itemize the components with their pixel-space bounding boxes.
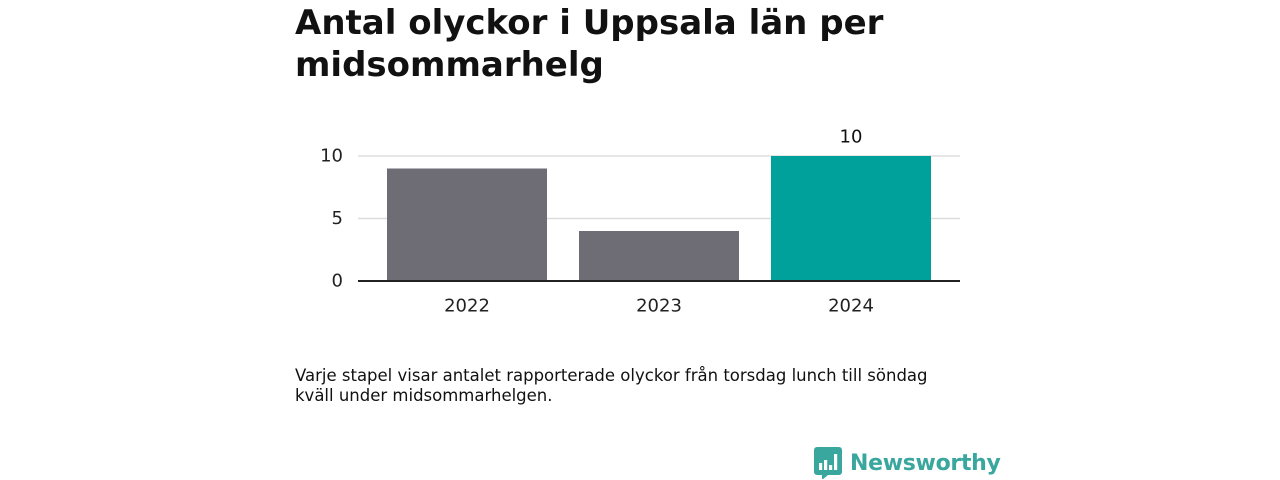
bar-2022 xyxy=(387,168,547,281)
bar-2024 xyxy=(771,156,931,281)
newsworthy-bar-chart-logo-icon xyxy=(814,447,842,479)
chart-caption: Varje stapel visar antalet rapporterade … xyxy=(295,366,928,405)
x-tick-label-2024: 2024 xyxy=(828,296,874,317)
chart-title: Antal olyckor i Uppsala län per midsomma… xyxy=(295,3,884,85)
x-tick-label-2022: 2022 xyxy=(444,296,490,317)
brand-name: Newsworthy xyxy=(850,450,1001,476)
bar-2023 xyxy=(579,231,739,281)
x-tick-label-2023: 2023 xyxy=(636,296,682,317)
y-tick-label-10: 10 xyxy=(320,146,343,167)
brand-footer: Newsworthy xyxy=(814,446,1001,480)
bar-chart: 0 5 10 2022 2023 2024 10 xyxy=(320,127,960,317)
data-label-2024: 10 xyxy=(840,127,863,148)
labels: 0 5 10 2022 2023 2024 10 xyxy=(320,127,874,317)
y-tick-label-5: 5 xyxy=(332,208,343,229)
y-tick-label-0: 0 xyxy=(332,271,343,292)
bars xyxy=(387,156,931,281)
